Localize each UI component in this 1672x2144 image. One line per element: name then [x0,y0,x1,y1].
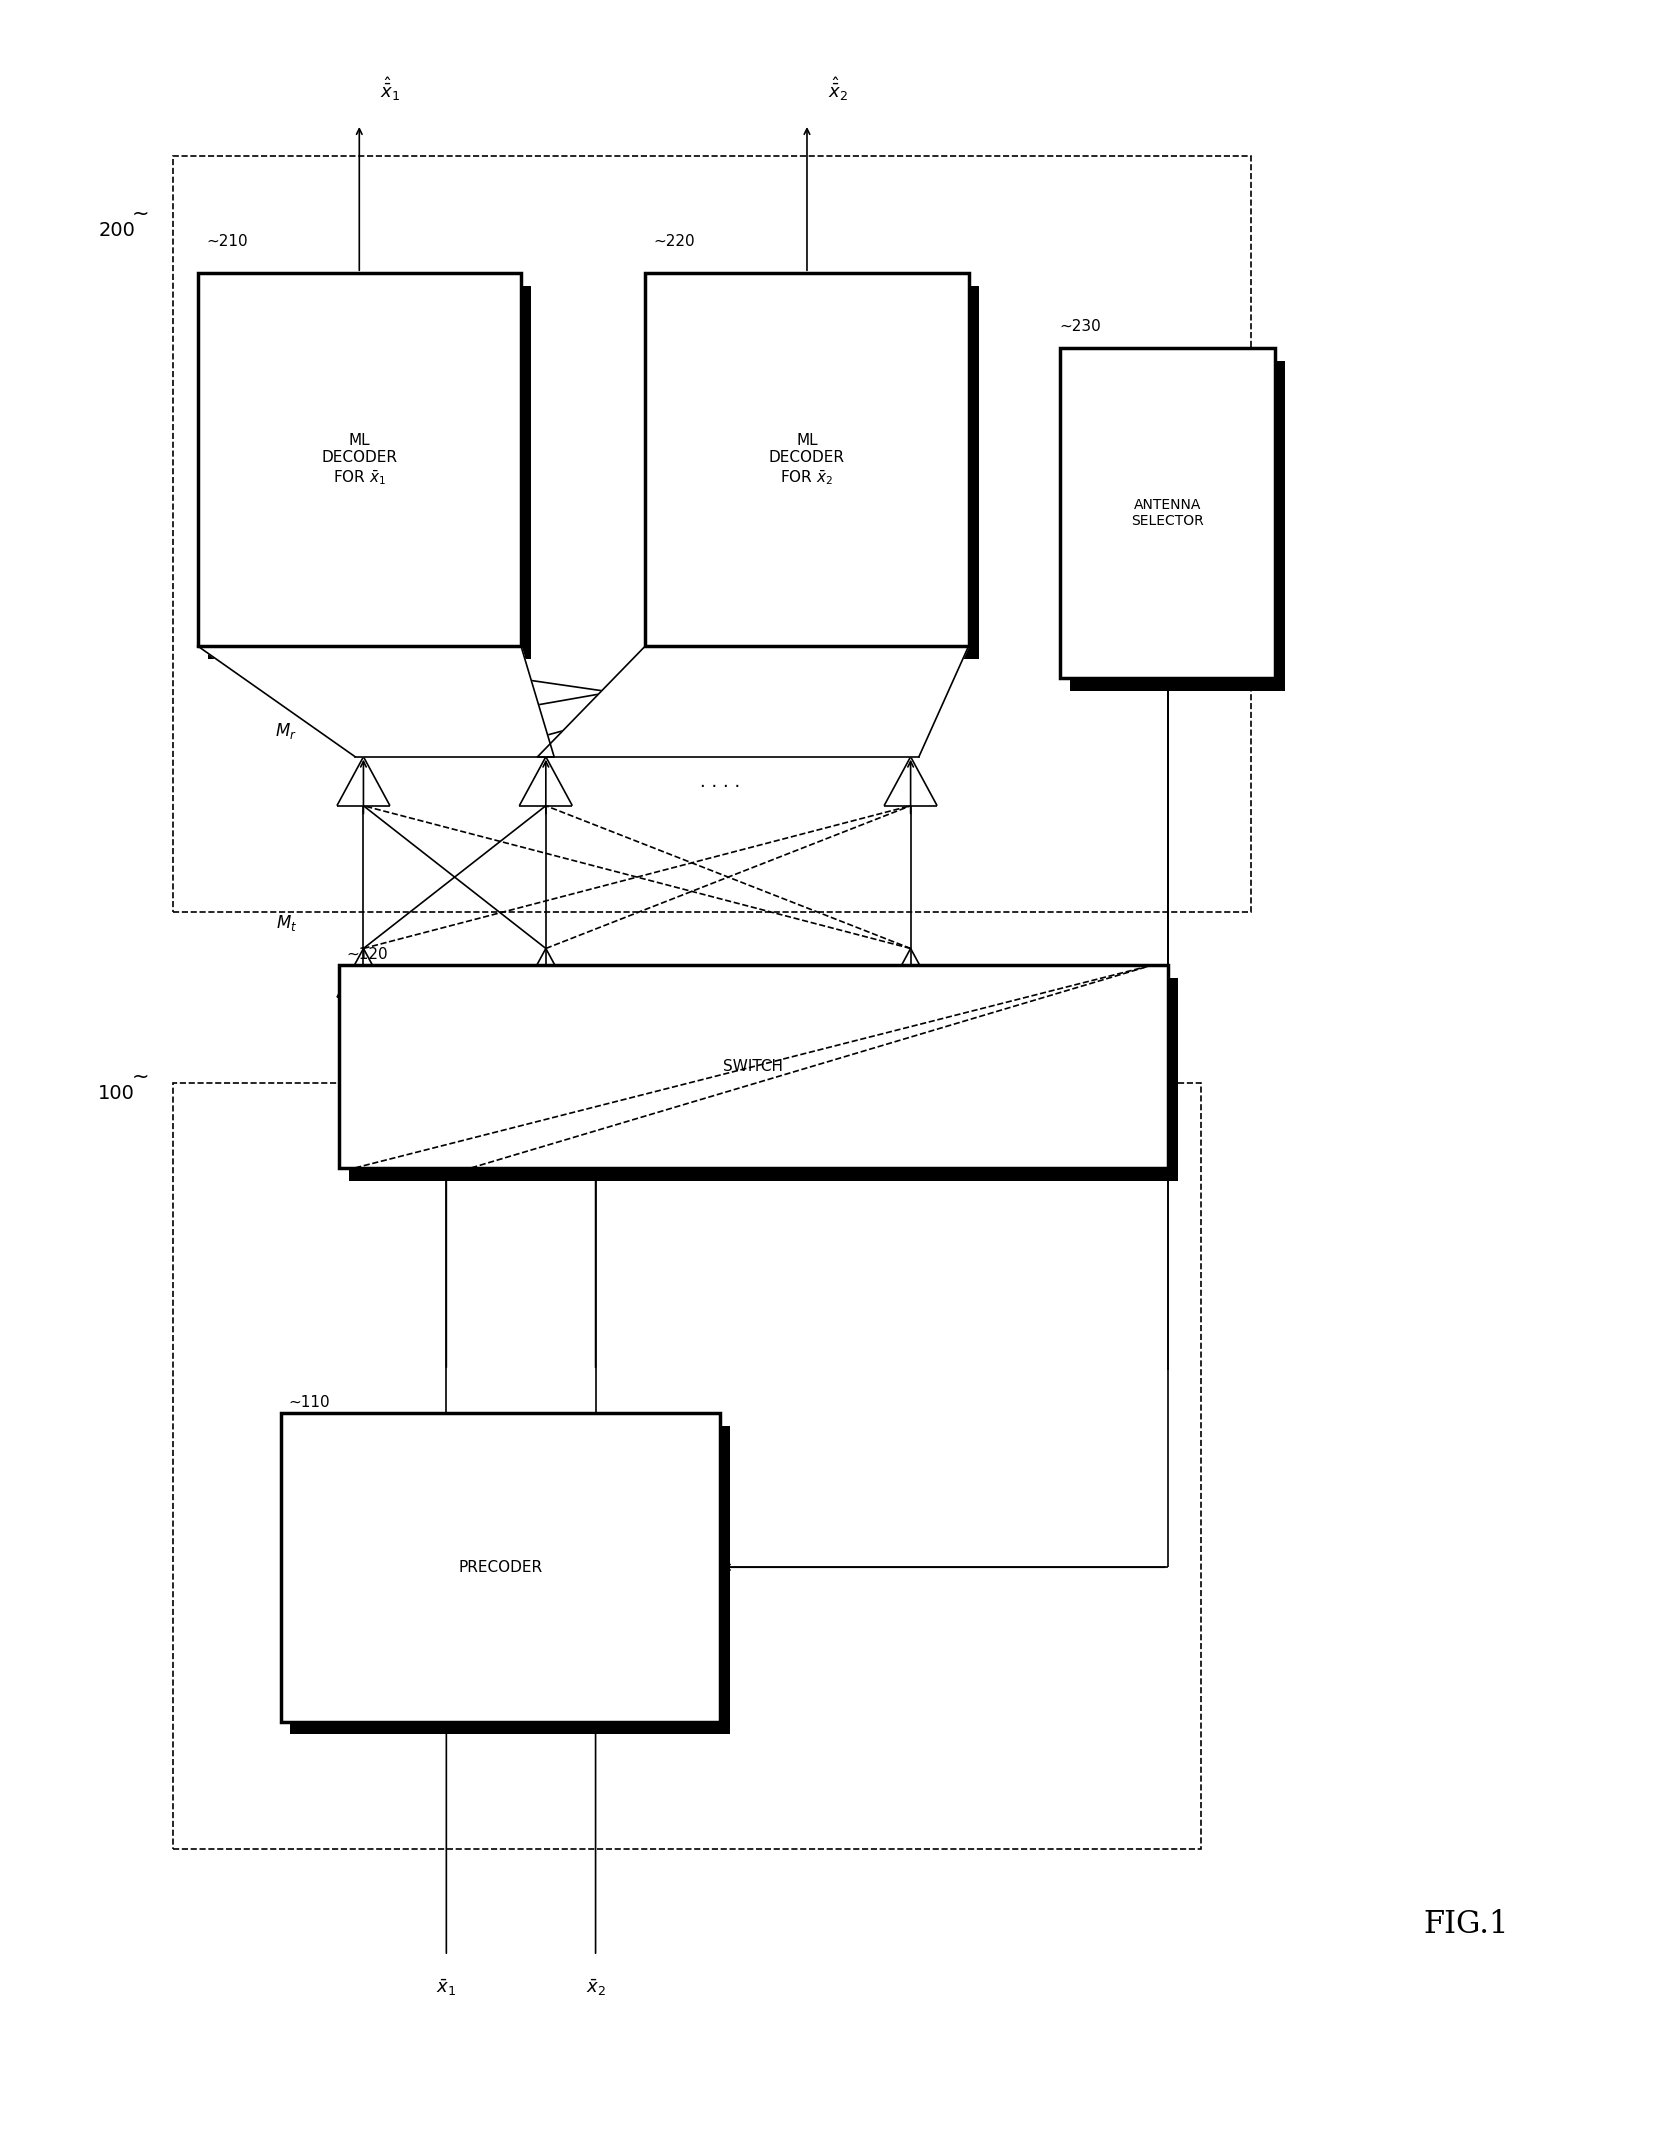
Text: . . . .: . . . . [701,774,741,791]
Text: $\bar{x}_1$: $\bar{x}_1$ [436,1977,456,1998]
Bar [1060,347,1276,678]
Text: ~220: ~220 [654,234,696,249]
Bar [338,965,1167,1168]
Text: ~: ~ [132,1066,149,1087]
Text: $\bar{x}_2$: $\bar{x}_2$ [585,1977,605,1998]
Text: ~210: ~210 [206,234,247,249]
Text: $\hat{\bar{x}}_2$: $\hat{\bar{x}}_2$ [828,75,848,103]
Bar [655,285,978,658]
Bar [1070,360,1286,690]
Bar [281,1413,721,1722]
Text: FIG.1: FIG.1 [1423,1908,1508,1940]
Text: SWITCH: SWITCH [722,1059,782,1074]
Bar [172,157,1251,911]
Text: 200: 200 [99,221,135,240]
Text: $\hat{\bar{x}}_1$: $\hat{\bar{x}}_1$ [380,75,400,103]
Text: ~110: ~110 [289,1394,331,1409]
Text: ANTENNA
SELECTOR: ANTENNA SELECTOR [1132,497,1204,527]
Text: PRECODER: PRECODER [458,1559,542,1574]
Bar [645,272,968,645]
Bar [291,1426,731,1734]
Text: . . . .: . . . . [701,965,741,982]
Text: $M_r$: $M_r$ [276,720,298,742]
Bar [207,285,532,658]
Polygon shape [197,645,553,757]
Text: $M_t$: $M_t$ [276,913,298,933]
Text: ML
DECODER
FOR $\bar{x}_2$: ML DECODER FOR $\bar{x}_2$ [769,433,844,487]
Text: ML
DECODER
FOR $\bar{x}_1$: ML DECODER FOR $\bar{x}_1$ [321,433,398,487]
Text: ~120: ~120 [346,948,388,963]
Polygon shape [537,645,968,757]
Text: 100: 100 [99,1085,135,1102]
Text: ~230: ~230 [1060,319,1102,334]
Bar [197,272,522,645]
Bar [348,978,1177,1181]
Bar [172,1083,1200,1850]
Text: ~: ~ [132,204,149,223]
